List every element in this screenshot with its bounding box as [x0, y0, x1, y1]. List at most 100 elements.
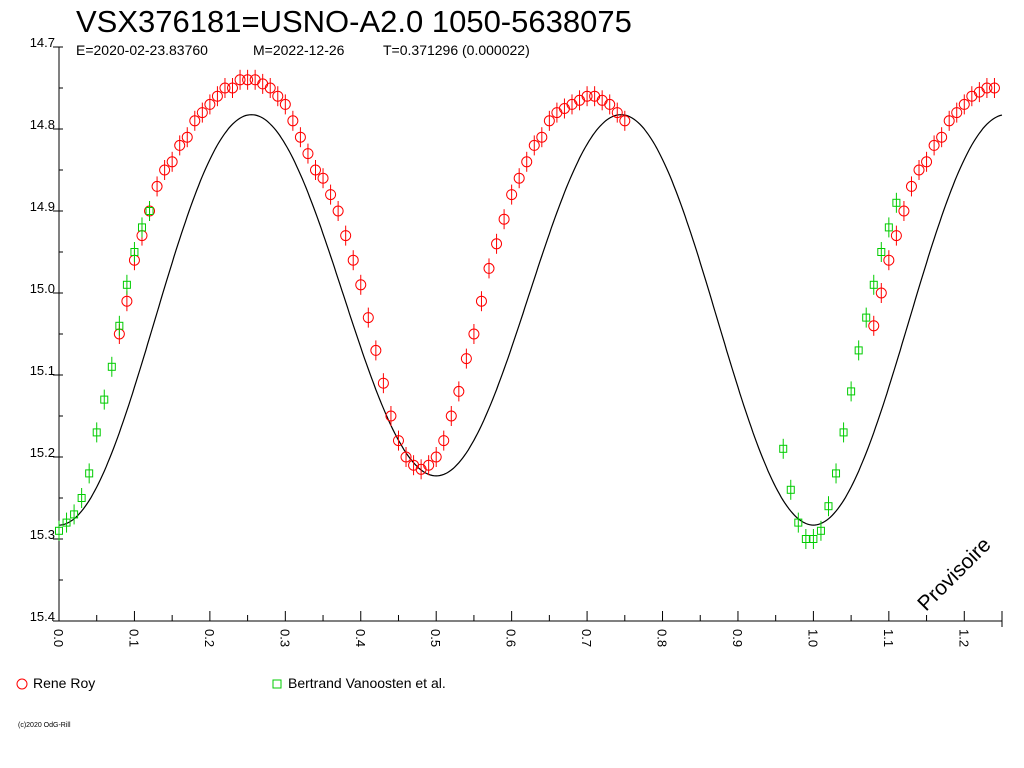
data-point-vanoosten: [107, 362, 116, 371]
data-point-rene-roy: [483, 262, 495, 274]
legend-label-rene-roy: Rene Roy: [33, 675, 95, 691]
data-point-vanoosten: [869, 280, 878, 289]
data-point-rene-roy: [151, 180, 163, 192]
period-label: T=0.371296 (0.000022): [383, 42, 530, 58]
epoch-label: E=2020-02-23.83760: [76, 42, 208, 58]
data-point-rene-roy: [445, 410, 457, 422]
data-point-vanoosten: [801, 535, 810, 543]
data-point-vanoosten: [100, 395, 109, 404]
data-point-vanoosten: [145, 207, 154, 215]
data-point-rene-roy: [868, 320, 880, 332]
data-point-vanoosten: [794, 518, 803, 527]
data-point-vanoosten: [847, 387, 856, 396]
data-point-rene-roy: [460, 353, 472, 365]
data-point-vanoosten: [77, 494, 86, 502]
data-point-rene-roy: [362, 312, 374, 324]
data-point-rene-roy: [159, 164, 171, 176]
data-point-rene-roy: [174, 139, 186, 151]
data-point-rene-roy: [227, 82, 239, 94]
data-point-vanoosten: [70, 510, 79, 519]
data-point-rene-roy: [958, 98, 970, 110]
watermark-text: Provisoire: [913, 533, 995, 615]
data-point-rene-roy: [453, 385, 465, 397]
data-point-rene-roy: [377, 377, 389, 389]
data-point-vanoosten: [884, 223, 893, 232]
data-point-rene-roy: [317, 172, 329, 184]
x-tick-label: 0.8: [655, 629, 670, 647]
fit-curve-layer: [58, 114, 1003, 526]
y-tick-label: 15.4: [30, 609, 55, 624]
data-point-vanoosten: [779, 444, 788, 453]
data-point-vanoosten: [839, 428, 848, 437]
data-point-rene-roy: [921, 156, 933, 168]
data-point-rene-roy: [279, 98, 291, 110]
data-point-vanoosten: [786, 485, 795, 494]
data-point-rene-roy: [242, 74, 254, 86]
data-point-rene-roy: [475, 295, 487, 307]
data-point-rene-roy: [883, 254, 895, 266]
legend: Rene Roy Bertrand Vanoosten et al.: [16, 675, 446, 691]
y-tick-label: 15.1: [30, 363, 55, 378]
y-tick-label: 14.9: [30, 199, 55, 214]
legend-label-vanoosten: Bertrand Vanoosten et al.: [288, 675, 446, 691]
chart-title: VSX376181=USNO-A2.0 1050-5638075: [76, 4, 632, 39]
y-tick-label: 15.2: [30, 445, 55, 460]
data-point-rene-roy: [287, 115, 299, 127]
data-point-rene-roy: [385, 410, 397, 422]
x-tick-label: 1.1: [881, 629, 896, 647]
data-point-rene-roy: [543, 115, 555, 127]
modified-date-label: M=2022-12-26: [253, 42, 345, 58]
y-tick-label: 15.3: [30, 527, 55, 542]
data-point-vanoosten: [115, 321, 124, 330]
data-point-vanoosten: [854, 346, 863, 355]
data-point-vanoosten: [130, 248, 139, 256]
data-point-vanoosten: [892, 198, 901, 207]
data-point-rene-roy: [491, 238, 503, 250]
data-point-rene-roy: [988, 82, 1000, 94]
data-point-vanoosten: [122, 280, 131, 289]
x-tick-label: 0.6: [504, 629, 519, 647]
data-point-rene-roy: [521, 156, 533, 168]
data-point-rene-roy: [355, 279, 367, 291]
data-point-rene-roy: [943, 115, 955, 127]
x-tick-label: 1.0: [805, 629, 820, 647]
data-point-rene-roy: [400, 451, 412, 463]
y-tick-label: 15.0: [30, 281, 55, 296]
data-point-rene-roy: [309, 164, 321, 176]
data-point-rene-roy: [438, 435, 450, 447]
x-tick-label: 1.2: [956, 629, 971, 647]
x-tick-label: 0.0: [51, 629, 66, 647]
data-point-rene-roy: [951, 107, 963, 119]
data-point-vanoosten: [137, 223, 146, 232]
data-point-rene-roy: [340, 230, 352, 242]
data-point-rene-roy: [536, 131, 548, 143]
data-point-rene-roy: [332, 205, 344, 217]
x-tick-label: 0.7: [579, 629, 594, 647]
data-point-rene-roy: [234, 74, 246, 86]
data-point-rene-roy: [219, 82, 231, 94]
data-point-rene-roy: [121, 295, 133, 307]
data-point-rene-roy: [981, 82, 993, 94]
data-point-rene-roy: [347, 254, 359, 266]
data-point-rene-roy: [264, 82, 276, 94]
data-point-rene-roy: [166, 156, 178, 168]
y-tick-label: 14.8: [30, 117, 55, 132]
fit-curve: [58, 114, 1003, 526]
data-point-rene-roy: [392, 435, 404, 447]
credit-text: (c)2020 OdG-Rill: [18, 722, 71, 729]
data-point-vanoosten: [824, 502, 833, 511]
plot-axes: 14.7 14.8 14.9 15.0 15.1 15.2 15.3 15.4 0.0 0.1 0.…: [30, 35, 1003, 647]
data-point-vanoosten: [816, 526, 825, 535]
data-point-rene-roy: [211, 90, 223, 102]
x-tick-label: 0.2: [202, 629, 217, 647]
data-point-vanoosten: [92, 428, 101, 437]
data-point-rene-roy: [204, 98, 216, 110]
data-point-vanoosten: [62, 518, 71, 527]
x-tick-label: 0.4: [353, 629, 368, 647]
x-tick-label: 0.9: [730, 629, 745, 647]
data-point-rene-roy: [468, 328, 480, 340]
x-tick-label: 0.1: [126, 629, 141, 647]
data-point-rene-roy: [619, 115, 631, 127]
data-point-vanoosten: [85, 469, 94, 478]
